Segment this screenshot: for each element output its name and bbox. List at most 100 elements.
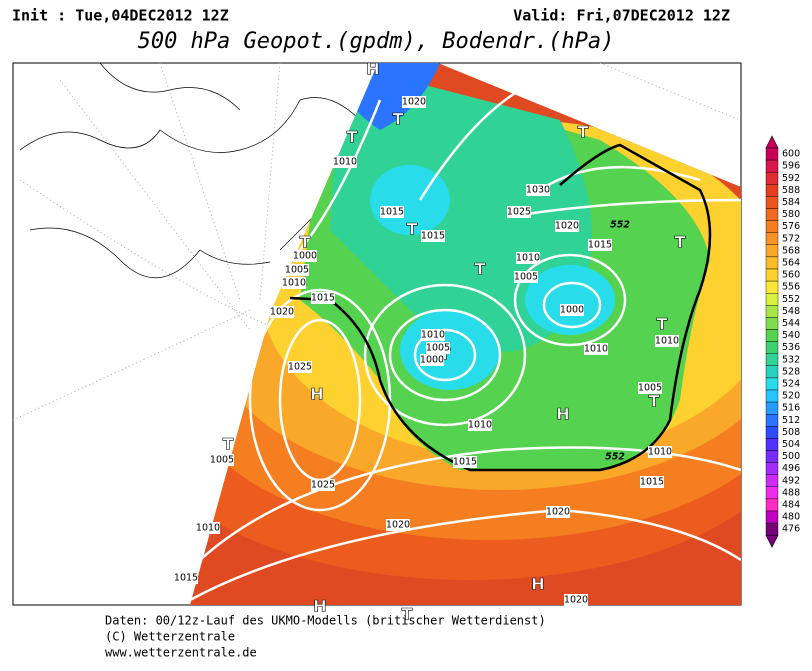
legend-level: 520 <box>782 391 800 402</box>
isobar-value: 1005 <box>426 343 450 354</box>
pressure-center: T <box>407 220 418 239</box>
legend-swatch <box>765 184 779 197</box>
label-bg <box>516 252 540 264</box>
isobar-label: 1020 <box>386 519 410 531</box>
legend-cap <box>765 534 779 548</box>
contour-label: 552 <box>610 220 630 231</box>
legend-swatch <box>765 341 779 354</box>
isobar-label: 1015 <box>640 476 664 488</box>
label-bg <box>640 476 664 488</box>
label-bg <box>282 277 306 289</box>
legend-swatch <box>765 389 779 403</box>
legend-level: 508 <box>782 427 800 438</box>
isobar-label: 1015 <box>380 206 404 218</box>
isobar-label: 1000 <box>420 354 444 366</box>
isobar-label: 1005 <box>426 342 450 354</box>
label-bg <box>311 479 335 491</box>
legend-level: 564 <box>782 257 800 268</box>
pressure-center: H <box>531 575 544 594</box>
isobar-label: 1010 <box>282 277 306 289</box>
legend-level: 504 <box>782 439 800 450</box>
isobar-value: 1010 <box>648 447 672 458</box>
label-bg <box>507 206 531 218</box>
label-bg <box>468 419 492 431</box>
legend-swatch <box>765 401 779 415</box>
pressure-center: T <box>475 260 486 279</box>
legend-swatch <box>765 522 779 536</box>
isobar-label: 1010 <box>468 419 492 431</box>
legend-swatch <box>765 474 779 488</box>
legend-level: 524 <box>782 378 800 389</box>
footer-line: (C) Wetterzentrale <box>105 630 235 644</box>
label-bg <box>333 156 357 168</box>
label-bg <box>402 96 426 108</box>
legend-level: 528 <box>782 366 800 377</box>
init-time: Init : Tue,04DEC2012 12Z <box>12 7 229 25</box>
isobar-label: 1010 <box>655 335 679 347</box>
legend-level: 492 <box>782 475 800 486</box>
isobar-value: 1015 <box>453 457 477 468</box>
isobar-label: 1005 <box>285 264 309 276</box>
legend-level: 548 <box>782 306 800 317</box>
legend-swatch <box>765 208 779 221</box>
pressure-center: T <box>347 128 358 147</box>
isobar-value: 1010 <box>468 420 492 431</box>
isobar-value: 1020 <box>555 221 579 232</box>
label-bg <box>288 361 312 373</box>
label-bg <box>210 454 234 466</box>
legend-level: 568 <box>782 245 800 256</box>
pressure-center: T <box>393 110 404 129</box>
isobar-value: 1000 <box>293 251 317 262</box>
label-bg <box>420 354 444 366</box>
legend-swatch <box>765 329 779 342</box>
isobar-value: 1010 <box>584 344 608 355</box>
isobar-label: 1015 <box>174 572 198 584</box>
legend-swatch <box>765 510 779 524</box>
isobar-label: 1000 <box>560 304 584 316</box>
isobar-value: 1015 <box>380 207 404 218</box>
footer-line: Daten: 00/12z-Lauf des UKMO-Modells (bri… <box>105 614 546 628</box>
legend-swatch <box>765 256 779 270</box>
isobar-value: 1000 <box>560 305 584 316</box>
isobar-value: 1005 <box>638 383 662 394</box>
isobar-value: 1020 <box>386 520 410 531</box>
label-bg <box>526 184 550 196</box>
pressure-center: T <box>657 315 668 334</box>
legend-swatch <box>765 220 779 233</box>
legend-swatch <box>765 232 779 245</box>
isobar-value: 1010 <box>333 157 357 168</box>
legend-swatch <box>765 353 779 367</box>
pressure-center: T <box>578 123 589 142</box>
isobar-value: 1005 <box>514 272 538 283</box>
isobar-label: 1020 <box>546 506 570 518</box>
label-bg <box>588 239 612 251</box>
isobar-label: 1015 <box>421 230 445 242</box>
isobar-label: 1015 <box>311 292 335 304</box>
legend-level: 544 <box>782 318 800 329</box>
isobar-label: 1025 <box>288 361 312 373</box>
label-bg <box>546 506 570 518</box>
isobar-label: 1005 <box>638 382 662 394</box>
legend-cap <box>765 135 779 149</box>
legend-level: 580 <box>782 209 800 220</box>
legend-swatch <box>765 486 779 500</box>
label-bg <box>196 522 220 534</box>
label-bg <box>655 335 679 347</box>
contour-label: 552 <box>605 452 625 463</box>
legend-swatch <box>765 305 779 318</box>
legend-level: 484 <box>782 499 800 510</box>
label-bg <box>564 594 588 606</box>
legend-swatch <box>765 426 779 439</box>
isobar-value: 1005 <box>210 455 234 466</box>
isobar-value: 1010 <box>655 336 679 347</box>
isobar-label: 1000 <box>293 250 317 262</box>
isobar-label: 1020 <box>555 220 579 232</box>
isobar-value: 1020 <box>546 507 570 518</box>
legend-level: 476 <box>782 524 800 535</box>
label-bg <box>285 264 309 276</box>
pressure-center: H <box>556 405 569 424</box>
isobar-label: 1010 <box>648 446 672 458</box>
contour-552 <box>289 143 712 472</box>
isobar-value: 1010 <box>421 330 445 341</box>
isobar-label: 1020 <box>564 594 588 606</box>
